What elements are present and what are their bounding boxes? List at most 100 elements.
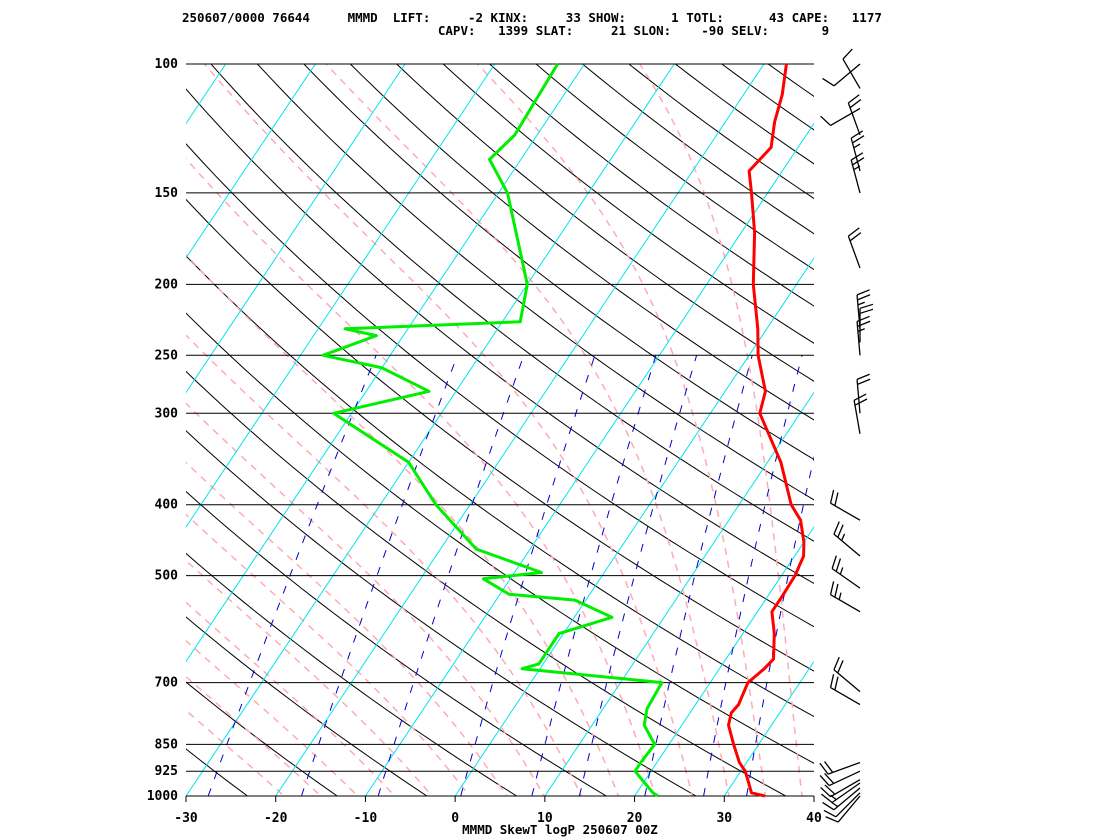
dry-adiabat (442, 64, 814, 344)
wind-barb (847, 94, 862, 136)
wind-barb-staff (847, 102, 861, 136)
wind-barb-flag (849, 98, 862, 109)
wind-barb-staff (853, 400, 861, 434)
wind-barb-half-flag (853, 143, 861, 149)
wind-barb-flag (829, 581, 835, 595)
isotherm (454, 257, 814, 796)
wind-barb-flag (819, 775, 830, 787)
dry-adiabat (954, 64, 1120, 796)
mixing-ratio-line (531, 355, 657, 796)
moist-adiabat (639, 64, 803, 796)
wind-barb-flag (852, 135, 865, 144)
wind-barb-flag (847, 94, 860, 104)
dry-adiabat (186, 255, 814, 718)
wind-barb (823, 792, 861, 818)
dry-adiabat (186, 370, 786, 796)
wind-barb-flag (829, 489, 835, 504)
wind-barb-staff (828, 770, 861, 787)
dry-adiabat (396, 64, 814, 382)
mixing-ratio-line (644, 355, 753, 796)
isotherm (544, 391, 814, 796)
wind-barb (822, 787, 861, 811)
chart-footer-caption: MMMD SkewT logP 250607 00Z (462, 822, 658, 837)
dry-adiabat (349, 64, 814, 421)
wind-barb-flag (853, 393, 867, 401)
wind-barb-flag (822, 77, 835, 87)
dry-adiabat (1093, 64, 1120, 796)
isotherm (723, 660, 814, 796)
mixing-ratio-line (460, 355, 596, 796)
wind-barb (829, 581, 861, 613)
isotherm (0, 64, 136, 796)
stability-header: 250607/0000 76644 MMMD LIFT: -2 KINX: 33… (0, 10, 1120, 55)
dry-adiabat (489, 64, 814, 307)
pressure-tick-label: 500 (155, 569, 179, 584)
pressure-tick-label: 200 (155, 277, 179, 292)
wind-barb (831, 555, 861, 589)
moist-adiabat (186, 253, 620, 796)
wind-barb-staff (856, 294, 861, 329)
wind-barb-staff (833, 787, 861, 811)
pressure-tick-label: 100 (155, 57, 179, 72)
moist-adiabat (186, 513, 471, 796)
wind-barb-staff (833, 669, 861, 693)
dry-adiabat (186, 748, 248, 796)
wind-barb-flag (850, 130, 864, 139)
wind-barb (833, 521, 861, 557)
wind-barb-flag (852, 157, 865, 166)
wind-barb-flag (850, 152, 864, 161)
wind-barb-flag (854, 398, 868, 406)
wind-barb-flag (857, 378, 871, 385)
pressure-tick-label: 300 (155, 406, 179, 421)
wind-barb-flag (825, 816, 839, 823)
dry-adiabat (257, 64, 814, 501)
moist-adiabat (186, 639, 359, 796)
wind-barb (819, 761, 861, 775)
wind-barb-flag (819, 762, 829, 775)
wind-barb-flag (834, 676, 839, 691)
wind-barb-flag (831, 555, 837, 569)
wind-barb (820, 779, 861, 798)
dry-adiabat (861, 64, 1120, 796)
wind-barb (850, 130, 865, 172)
wind-barb-flag (833, 656, 840, 670)
wind-barb (850, 152, 865, 194)
wind-barb-flag (856, 289, 870, 296)
moist-adiabat (204, 64, 693, 796)
wind-barb (829, 674, 861, 706)
wind-barb (847, 227, 862, 269)
wind-barb-flag (824, 784, 836, 795)
temperature-profile (727, 63, 806, 798)
pressure-tick-label: 150 (155, 186, 179, 201)
wind-barb-flag (820, 786, 831, 798)
moist-adiabat (186, 157, 657, 796)
dry-adiabat (186, 312, 814, 764)
pressure-tick-label: 400 (155, 498, 179, 513)
header-line-1: 250607/0000 76644 MMMD LIFT: -2 KINX: 33… (182, 10, 882, 25)
dry-adiabat (815, 64, 1120, 796)
wind-barb-staff (830, 686, 861, 706)
wind-barb-flag (835, 558, 842, 572)
wind-barb (842, 48, 861, 89)
pressure-tick-label: 250 (155, 348, 179, 363)
mixing-ratio-line (578, 355, 698, 796)
wind-barb-half-flag (838, 592, 842, 600)
isotherm (0, 64, 46, 796)
isotherm (365, 122, 814, 796)
wind-barb-flag (859, 308, 874, 314)
moist-adiabat (325, 64, 730, 796)
dry-adiabat (582, 64, 814, 235)
pressure-tick-label: 1000 (147, 789, 178, 804)
wind-barb (856, 373, 871, 414)
wind-barb-flag (847, 227, 860, 237)
dry-adiabat (767, 64, 814, 98)
wind-barb-flag (821, 793, 833, 804)
wind-barb-staff (833, 63, 861, 87)
wind-barb-staff (856, 379, 861, 414)
mixing-ratio-line (377, 355, 525, 796)
plot-area (0, 64, 1120, 796)
wind-barb-staff (837, 795, 861, 823)
dry-adiabat (210, 64, 814, 542)
x-tick-label: 10 (537, 811, 553, 826)
